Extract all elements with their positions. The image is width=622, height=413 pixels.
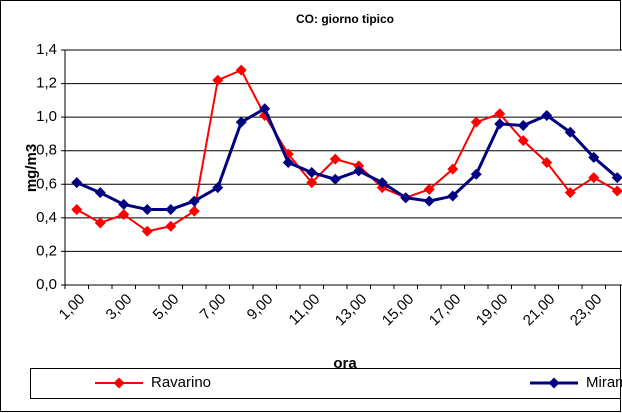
legend-marker (548, 377, 560, 389)
legend-label: Mirandola (586, 374, 622, 391)
plot-area (64, 49, 622, 286)
legend-marker (113, 377, 125, 389)
y-tick-label: 1,0 (36, 108, 57, 125)
data-point (94, 187, 106, 199)
data-point (329, 153, 341, 165)
data-point (165, 203, 177, 215)
data-point (353, 165, 365, 177)
data-point (517, 120, 529, 132)
y-tick-label: 1,2 (36, 75, 57, 92)
data-point (447, 190, 459, 202)
data-point (188, 195, 200, 207)
y-tick-label: 0,2 (36, 242, 57, 259)
data-point (212, 182, 224, 194)
y-tick-label: 0,8 (36, 142, 57, 159)
data-point (376, 177, 388, 189)
data-point (494, 108, 506, 120)
y-tick-label: 0,4 (36, 209, 57, 226)
data-point (588, 172, 600, 184)
data-point (447, 163, 459, 175)
y-tick-label: 0,6 (36, 175, 57, 192)
data-point (423, 183, 435, 195)
data-point (118, 198, 130, 210)
data-point (141, 203, 153, 215)
data-point (517, 135, 529, 147)
data-point (71, 203, 83, 215)
data-point (94, 217, 106, 229)
data-point (329, 173, 341, 185)
y-tick-label: 1,4 (36, 41, 57, 58)
x-axis-label: ora (333, 355, 357, 372)
chart-title: CO: giorno tipico (296, 12, 394, 26)
y-tick-label: 0,0 (36, 276, 57, 293)
data-point (282, 156, 294, 168)
data-point (235, 116, 247, 128)
data-point (564, 187, 576, 199)
data-point (259, 103, 271, 115)
data-point (188, 205, 200, 217)
data-point (400, 192, 412, 204)
data-point (541, 109, 553, 121)
data-point (165, 220, 177, 232)
data-point (611, 172, 622, 184)
data-point (423, 195, 435, 207)
data-point (470, 116, 482, 128)
data-point (306, 167, 318, 179)
data-point (306, 177, 318, 189)
data-point (141, 225, 153, 237)
data-point (494, 118, 506, 130)
data-point (71, 177, 83, 189)
data-point (118, 209, 130, 220)
data-point (541, 156, 553, 168)
data-point (235, 64, 247, 76)
y-axis-label: mg/m3 (23, 144, 40, 192)
legend-label: Ravarino (151, 374, 211, 391)
data-point (470, 168, 482, 180)
data-point (611, 185, 622, 197)
data-point (564, 126, 576, 138)
legend-box (30, 368, 621, 399)
data-point (212, 74, 224, 86)
data-point (588, 151, 600, 163)
